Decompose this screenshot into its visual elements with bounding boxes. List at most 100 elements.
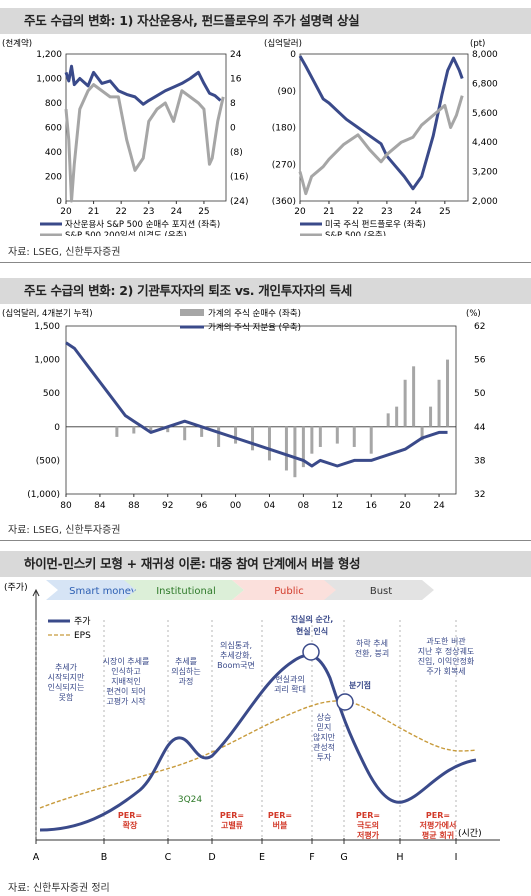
annotation: 지배적인 xyxy=(111,676,140,686)
annotation: 괴리 확대 xyxy=(274,684,306,694)
annotation: 추세를 xyxy=(175,657,197,666)
series-line-0 xyxy=(298,55,464,191)
annotation: 못함 xyxy=(59,693,74,702)
x-tick-label: 12 xyxy=(332,501,343,511)
per-label: PER= xyxy=(220,811,244,820)
y-left-tick: 0 xyxy=(56,197,62,207)
y-left-tick: 500 xyxy=(43,389,60,399)
y-right-tick: 5,600 xyxy=(472,109,498,119)
per-label: 극도의 xyxy=(357,820,379,830)
x-tick-label: D xyxy=(208,852,215,863)
bar xyxy=(200,426,204,437)
annotation: 현실과의 xyxy=(275,674,304,684)
y-right-tick: 56 xyxy=(474,356,486,366)
x-tick-label: 23 xyxy=(381,207,392,217)
right-axis-unit: (%) xyxy=(466,309,481,319)
y-right-tick: 16 xyxy=(230,75,242,85)
turning-point-marker xyxy=(336,693,354,711)
annotation: 현실 인식 xyxy=(296,626,328,636)
legend-label: 가계의 주식 순매수 (좌축) xyxy=(208,308,301,319)
x-tick-label: 04 xyxy=(264,501,276,511)
x-tick-label: 21 xyxy=(88,207,99,217)
legend-swatch xyxy=(180,309,204,316)
x-tick-label: 24 xyxy=(410,207,422,217)
bar xyxy=(234,426,238,444)
annotation: 과도한 비관 xyxy=(426,636,466,646)
annotation: 과정 xyxy=(179,676,194,686)
phase-arrow xyxy=(324,580,434,600)
y-left-tick: (90) xyxy=(278,87,296,97)
series-line-0 xyxy=(64,64,222,106)
y-right-tick: (8) xyxy=(230,148,243,158)
y-left-tick: 1,000 xyxy=(34,356,60,366)
bar xyxy=(352,426,356,447)
bar xyxy=(301,426,305,468)
phase-label: Bust xyxy=(370,586,392,597)
x-tick-label: 88 xyxy=(128,501,140,511)
x-tick-label: 96 xyxy=(196,501,208,511)
annotation: 관성적 xyxy=(313,742,335,752)
x-tick-label: A xyxy=(33,852,40,863)
y-right-tick: 4,400 xyxy=(472,138,498,148)
annotation: 진입, 이익안정화 xyxy=(418,656,475,666)
y-right-tick: 62 xyxy=(474,322,485,332)
bar xyxy=(132,426,136,434)
annotation: Boom국면 xyxy=(217,660,255,670)
series-line-1 xyxy=(64,83,225,203)
y-right-tick: 50 xyxy=(474,389,486,399)
y-right-tick: 44 xyxy=(474,423,486,433)
right-axis-unit: (pt) xyxy=(470,39,485,49)
y-right-tick: 24 xyxy=(230,50,242,60)
per-label: 저평가 xyxy=(357,830,380,840)
annotation: 인식되지는 xyxy=(48,682,85,692)
legend-label: 가계의 주식 지분율 (우축) xyxy=(208,322,301,333)
y-left-tick: 1,200 xyxy=(36,50,62,60)
y-right-tick: 3,200 xyxy=(472,168,498,178)
y-left-tick: 600 xyxy=(45,124,62,134)
annotation: 추세가 xyxy=(55,663,78,672)
annotation: 고평가 시작 xyxy=(106,696,146,706)
per-label: 저평가에서 xyxy=(420,820,457,830)
left-axis-unit: (십억달러) xyxy=(264,38,302,49)
bar xyxy=(403,379,407,427)
legend-label: EPS xyxy=(74,631,91,641)
bar xyxy=(251,426,255,451)
y-left-tick: (360) xyxy=(272,197,296,207)
annotation: 하락 추세 xyxy=(356,638,388,648)
x-tick-label: F xyxy=(309,852,314,863)
y-left-tick: 0 xyxy=(54,423,60,433)
bar xyxy=(386,413,390,427)
chart-2-fund-flow: (십억달러) (pt) 0 (90) (180) (270) (360) 8,000 6,800… xyxy=(264,38,498,236)
y-left-tick: 0 xyxy=(290,50,296,60)
phase-arrow xyxy=(46,580,156,600)
price-line xyxy=(39,653,477,832)
y-right-tick: 0 xyxy=(230,124,236,134)
x-tick-label: 92 xyxy=(162,501,173,511)
bar xyxy=(310,426,314,454)
chart-3-households: (십억달러, 4개분기 누적) (%)1,5001,0005000(500)(1,… xyxy=(2,308,486,511)
annotation: 진실의 순간, xyxy=(291,614,334,624)
x-tick-label: I xyxy=(455,852,458,863)
per-label: PER= xyxy=(268,811,292,820)
section-1-title: 주도 수급의 변화: 1) 자산운용사, 펀드플로우의 주가 설명력 상실 xyxy=(0,8,531,34)
y-left-tick: (1,000) xyxy=(27,490,60,500)
bar xyxy=(267,426,271,461)
source-2: 자료: LSEG, 신한투자증권 xyxy=(8,525,121,536)
x-tick-label: 22 xyxy=(115,207,126,217)
x-tick-label: 00 xyxy=(230,501,242,511)
bar xyxy=(335,426,339,444)
phase-arrow xyxy=(124,580,244,600)
x-tick-label: 22 xyxy=(352,207,363,217)
section-3-title: 하이먼-민스키 모형 + 재귀성 이론: 대중 참여 단계에서 버블 형성 xyxy=(0,551,531,577)
x-tick-label: 20 xyxy=(60,207,72,217)
x-tick-label: C xyxy=(165,852,172,863)
quarter-label: 3Q24 xyxy=(178,795,203,805)
y-left-tick: 1,500 xyxy=(34,322,60,332)
x-tick-label: E xyxy=(259,852,265,863)
x-tick-label: 24 xyxy=(171,207,183,217)
bar xyxy=(429,406,433,427)
x-tick-label: 21 xyxy=(323,207,334,217)
divider xyxy=(0,262,531,263)
x-tick-label: 80 xyxy=(60,501,72,511)
annotation: 전환, 붕괴 xyxy=(355,648,390,658)
